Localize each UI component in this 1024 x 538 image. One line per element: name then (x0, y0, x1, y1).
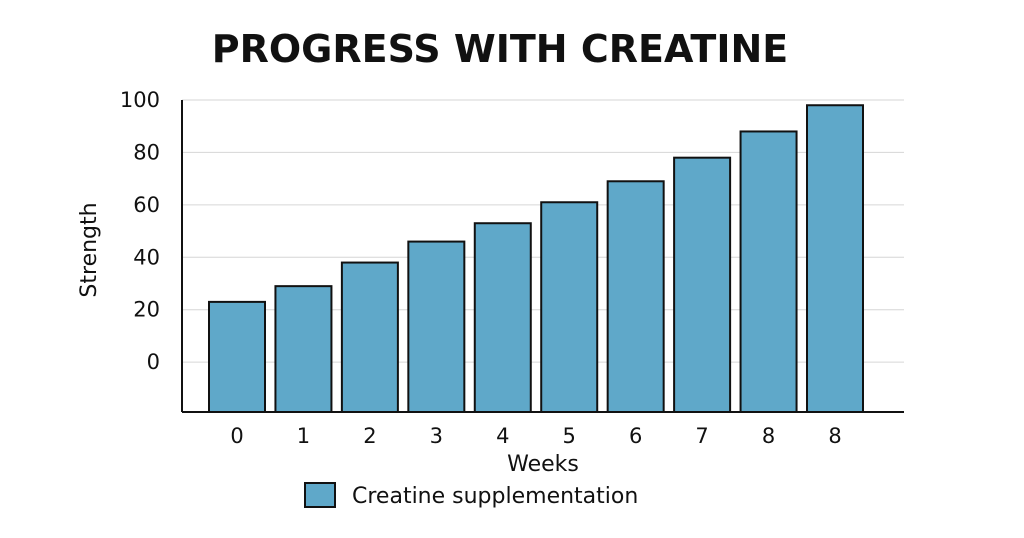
bar (673, 156, 732, 413)
bars (208, 104, 864, 414)
legend-label: Creatine supplementation (352, 484, 638, 509)
bar (739, 130, 798, 413)
x-tick-label: 8 (828, 424, 841, 448)
x-tick-label: 5 (563, 424, 576, 448)
x-tick-label: 8 (762, 424, 775, 448)
bar (606, 180, 665, 413)
x-tick-label: 4 (496, 424, 509, 448)
bar (473, 222, 532, 413)
y-tick-label: 80 (133, 140, 160, 164)
y-axis-label: Strength (77, 202, 102, 297)
axes (181, 100, 904, 413)
bar (407, 240, 466, 413)
bar (540, 201, 599, 413)
y-tick-label: 40 (133, 245, 160, 269)
x-tick-label: 6 (629, 424, 642, 448)
legend: Creatine supplementation (304, 482, 638, 509)
y-tick-label: 0 (147, 350, 160, 374)
legend-swatch (304, 482, 336, 508)
x-tick-labels: 0 1 2 3 4 5 6 7 8 8 (230, 424, 841, 448)
chart-title: PROGRESS WITH CREATINE (212, 27, 788, 71)
y-tick-label: 100 (120, 88, 160, 112)
x-tick-label: 2 (363, 424, 376, 448)
x-tick-label: 0 (230, 424, 243, 448)
x-axis-label: Weeks (507, 452, 579, 477)
bar (806, 104, 864, 414)
x-tick-label: 1 (297, 424, 310, 448)
y-tick-labels: 0 20 40 60 80 100 (120, 88, 160, 374)
y-tick-label: 60 (133, 193, 160, 217)
bar (208, 300, 266, 413)
x-tick-label: 7 (695, 424, 708, 448)
bar (340, 261, 399, 413)
x-tick-label: 3 (430, 424, 443, 448)
y-tick-label: 20 (133, 298, 160, 322)
bar (274, 285, 333, 414)
